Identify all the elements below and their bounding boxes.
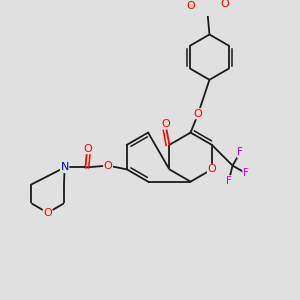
Text: O: O [194,109,203,119]
Text: O: O [220,0,229,9]
Text: N: N [60,163,69,172]
Text: F: F [243,168,249,178]
Text: O: O [186,1,195,11]
Text: O: O [208,164,216,174]
Text: F: F [226,176,232,186]
Text: O: O [83,144,92,154]
Text: O: O [103,160,112,171]
Text: F: F [237,147,243,158]
Text: O: O [161,119,170,129]
Text: O: O [43,208,52,218]
